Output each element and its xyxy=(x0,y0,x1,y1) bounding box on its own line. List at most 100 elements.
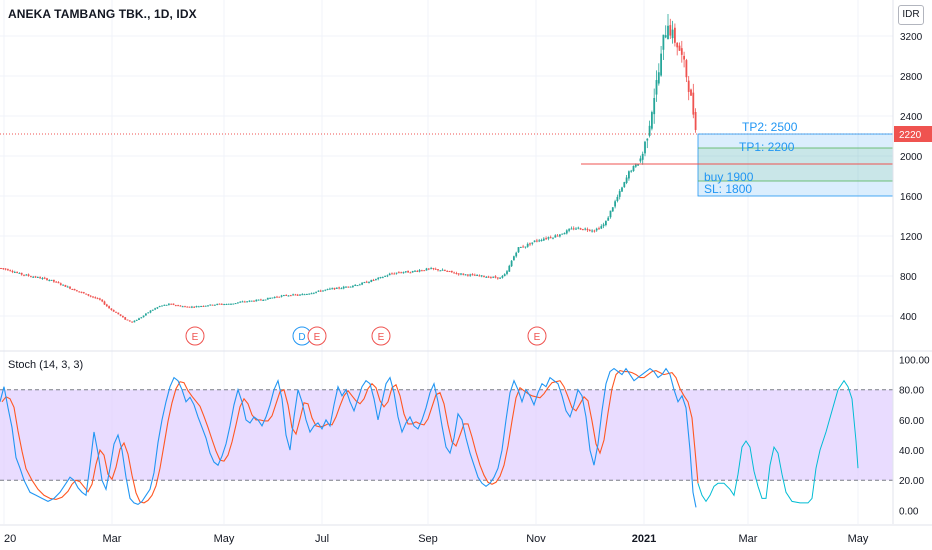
stoch-indicator-label[interactable]: Stoch (14, 3, 3) xyxy=(8,359,84,371)
candle-body xyxy=(646,138,649,141)
time-tick-label: May xyxy=(214,533,235,545)
candle-body xyxy=(276,296,278,298)
candle-body xyxy=(575,228,577,230)
stoch-tick-label: 100.00 xyxy=(899,356,930,367)
tp1-label: TP1: 2200 xyxy=(739,140,795,154)
candle-body xyxy=(623,182,626,188)
candle-body xyxy=(609,210,612,218)
candle-body xyxy=(503,274,506,277)
candle-body xyxy=(163,304,166,306)
candle-body xyxy=(455,273,458,275)
buy-label: buy 1900 xyxy=(704,170,754,184)
price-tick-label: 2800 xyxy=(900,72,923,83)
candle-body xyxy=(648,125,651,136)
candle-body xyxy=(181,306,184,308)
time-tick-label: Mar xyxy=(739,533,758,545)
candle-body xyxy=(618,191,621,197)
candle-body xyxy=(660,53,662,76)
earnings-marker-label: E xyxy=(192,332,199,343)
earnings-marker xyxy=(371,326,391,346)
candle-body xyxy=(30,276,32,278)
candle-body xyxy=(34,276,37,278)
candle-body xyxy=(147,312,150,314)
candle-body xyxy=(331,288,334,290)
candle-body xyxy=(170,303,173,305)
candle-body xyxy=(517,247,520,253)
candle-body xyxy=(347,286,350,288)
candle-body xyxy=(280,295,283,297)
stoch-tick-label: 0.00 xyxy=(899,506,919,517)
candle-body xyxy=(87,294,90,296)
candle-body xyxy=(616,196,619,202)
candle-body xyxy=(425,268,428,271)
candle-body xyxy=(324,289,327,291)
candle-body xyxy=(674,27,676,43)
candle-body xyxy=(108,306,110,309)
candle-body xyxy=(338,287,340,289)
candle-body xyxy=(644,141,646,154)
current-price-badge xyxy=(894,126,932,142)
candle-body xyxy=(260,299,262,301)
candle-body xyxy=(529,243,531,245)
time-tick-label: Sep xyxy=(418,533,438,545)
time-tick-label: Jul xyxy=(315,533,329,545)
candle-body xyxy=(667,25,669,40)
candle-body xyxy=(197,306,200,308)
candle-body xyxy=(395,272,398,274)
candle-body xyxy=(570,228,573,230)
candle-body xyxy=(7,269,9,271)
candle-body xyxy=(158,306,161,308)
candle-body xyxy=(471,274,474,276)
candle-body xyxy=(57,282,60,284)
candle-body xyxy=(586,229,589,231)
candle-body xyxy=(402,272,405,274)
candle-body xyxy=(234,303,237,305)
candle-body xyxy=(257,299,260,301)
current-price-label: 2220 xyxy=(899,130,922,141)
candle-body xyxy=(508,265,511,272)
candle-body xyxy=(312,292,315,294)
candle-body xyxy=(105,304,108,307)
candle-body xyxy=(423,270,426,272)
candle-body xyxy=(140,317,143,319)
candle-body xyxy=(211,304,214,306)
candle-body xyxy=(490,277,492,279)
tp2-label: TP2: 2500 xyxy=(742,120,798,134)
currency-badge[interactable]: IDR xyxy=(898,5,924,25)
price-tick-label: 3200 xyxy=(900,32,923,43)
candle-body xyxy=(186,306,189,308)
candle-body xyxy=(593,230,596,232)
stochastic-pane xyxy=(0,367,893,508)
candle-body xyxy=(662,34,665,50)
candle-body xyxy=(78,291,81,293)
candle-body xyxy=(476,274,478,276)
stoch-d-line xyxy=(1,369,699,504)
candle-body xyxy=(246,301,248,303)
candle-body xyxy=(559,234,561,237)
price-tick-label: 2000 xyxy=(900,152,923,163)
candle-body xyxy=(16,272,18,274)
candle-body xyxy=(614,201,616,207)
candle-body xyxy=(225,304,228,306)
candle-body xyxy=(299,294,301,296)
candle-body xyxy=(568,229,570,231)
candle-body xyxy=(446,270,449,272)
candle-body xyxy=(356,285,359,287)
candle-body xyxy=(487,276,490,278)
candle-body xyxy=(538,240,541,242)
stoch-tick-label: 60.00 xyxy=(899,416,924,427)
candle-body xyxy=(579,228,582,230)
candle-body xyxy=(370,279,373,282)
candle-body xyxy=(547,237,550,239)
candle-body xyxy=(607,217,610,221)
earnings-marker xyxy=(185,326,205,346)
candle-body xyxy=(671,29,674,39)
candle-body xyxy=(82,292,85,294)
candle-body xyxy=(651,112,653,129)
candle-body xyxy=(685,60,688,78)
candle-body xyxy=(119,314,122,316)
candle-body xyxy=(630,170,633,172)
price-tick-label: 1200 xyxy=(900,232,923,243)
